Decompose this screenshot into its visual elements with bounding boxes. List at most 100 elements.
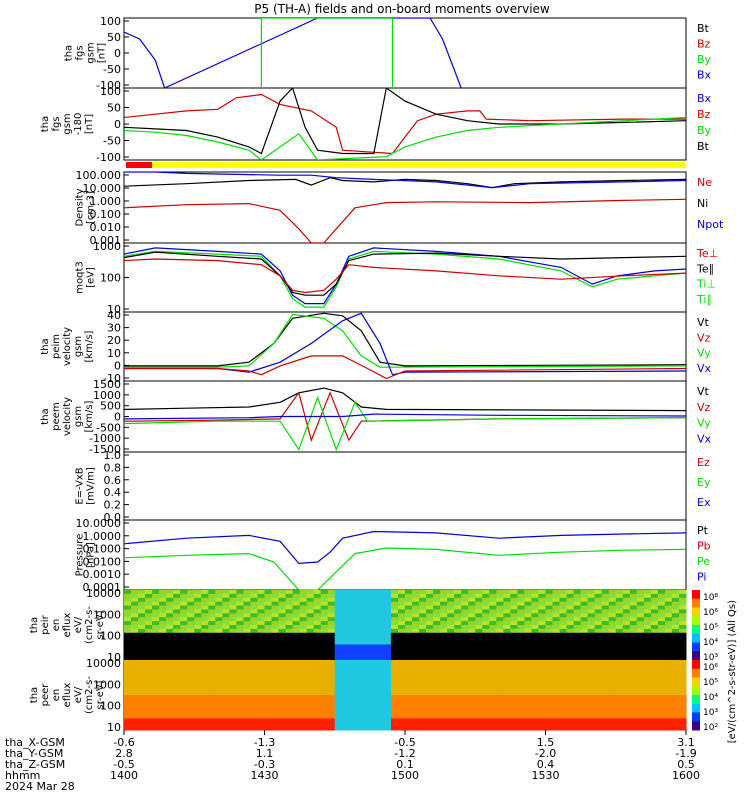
spectrogram-cell bbox=[285, 617, 294, 622]
spectrogram-cell bbox=[152, 671, 160, 677]
spectrogram-cell bbox=[222, 675, 230, 680]
spectrogram-cell bbox=[496, 702, 504, 708]
spectrogram-cell bbox=[594, 691, 603, 696]
spectrogram-cell bbox=[306, 652, 315, 657]
spectrogram-cell bbox=[215, 698, 223, 704]
spectrogram-cell bbox=[285, 628, 294, 634]
spectrogram-cell bbox=[397, 590, 406, 595]
y-axis-label: eV/ bbox=[73, 686, 84, 703]
spectrogram-cell bbox=[454, 687, 462, 692]
spectrogram-cell bbox=[299, 590, 308, 595]
spectrogram-cell bbox=[124, 625, 132, 630]
spectrogram-cell bbox=[222, 691, 230, 696]
spectrogram-cell bbox=[348, 671, 357, 677]
spectrogram-cell bbox=[194, 628, 202, 634]
spectrogram-cell bbox=[552, 698, 561, 704]
spectrogram-cell bbox=[671, 679, 680, 684]
spectrogram-cell bbox=[313, 683, 322, 688]
spectrogram-cell bbox=[250, 718, 258, 723]
spectrogram-cell bbox=[313, 663, 322, 669]
spectrogram-cell bbox=[580, 644, 589, 649]
spectrogram-cell bbox=[636, 702, 645, 708]
y-axis-label: velocity bbox=[62, 397, 73, 436]
x-tick-label-Y: -1.9 bbox=[675, 747, 696, 760]
spectrogram-cell bbox=[510, 726, 518, 731]
spectrogram-cell bbox=[671, 648, 680, 653]
spectrogram-cell bbox=[271, 698, 280, 704]
y-tick-label: -10 bbox=[103, 372, 121, 385]
spectrogram-cell bbox=[559, 590, 568, 595]
spectrogram-cell bbox=[222, 617, 230, 622]
spectrogram-cell bbox=[397, 698, 406, 704]
spectrogram-cell bbox=[412, 718, 420, 723]
spectrogram-cell bbox=[257, 605, 265, 610]
spectrogram-cell bbox=[573, 718, 582, 723]
spectrogram-cell bbox=[454, 675, 462, 680]
spectrogram-cell bbox=[615, 667, 624, 673]
spectrogram-cell bbox=[419, 590, 427, 595]
y-axis-label: gsm bbox=[86, 42, 97, 63]
spectrogram-cell bbox=[601, 663, 610, 669]
spectrogram-cell bbox=[482, 726, 490, 731]
spectrogram-cell bbox=[278, 722, 287, 727]
spectrogram-cell bbox=[166, 640, 174, 645]
spectrogram-cell bbox=[187, 609, 195, 614]
spectrogram-cell bbox=[271, 706, 280, 712]
spectrogram-cell bbox=[320, 722, 329, 727]
spectrogram-cell bbox=[145, 609, 153, 614]
legend-entry: Bz bbox=[697, 38, 711, 51]
spectrogram-cell bbox=[601, 632, 610, 638]
spectrogram-cell bbox=[468, 679, 476, 684]
spectrogram-cell bbox=[257, 613, 265, 618]
spectrogram-cell bbox=[573, 628, 582, 634]
spectrogram-cell bbox=[320, 679, 329, 684]
spectrogram-cell bbox=[517, 714, 525, 719]
spectrogram-cell bbox=[180, 632, 188, 638]
spectrogram-cell bbox=[313, 710, 322, 715]
spectrogram-cell bbox=[313, 667, 322, 673]
spectrogram-cell bbox=[320, 660, 329, 665]
spectrogram-cell bbox=[138, 640, 146, 645]
spectrogram-cell bbox=[531, 625, 539, 630]
spectrogram-cell bbox=[348, 683, 357, 688]
spectrogram-cell bbox=[671, 675, 680, 680]
spectrogram-cell bbox=[124, 687, 132, 692]
spectrogram-cell bbox=[124, 710, 132, 715]
spectrogram-cell bbox=[243, 675, 251, 680]
spectrogram-cell bbox=[138, 667, 146, 673]
spectrogram-cell bbox=[313, 590, 322, 595]
spectrogram-cell bbox=[376, 691, 385, 696]
spectrogram-cell bbox=[573, 726, 582, 731]
spectrogram-cell bbox=[313, 644, 322, 649]
spectrogram-cell bbox=[180, 640, 188, 645]
spectrogram-cell bbox=[531, 621, 539, 626]
spectrogram-cell bbox=[510, 691, 518, 696]
spectrogram-cell bbox=[313, 675, 322, 680]
spectrogram-cell bbox=[271, 660, 280, 665]
spectrogram-cell bbox=[503, 726, 511, 731]
spectrogram-cell bbox=[341, 679, 350, 684]
spectrogram-cell bbox=[615, 652, 624, 657]
spectrogram-cell bbox=[664, 702, 673, 708]
spectrogram-cell bbox=[650, 644, 659, 649]
spectrogram-cell bbox=[566, 667, 575, 673]
spectrogram-cell bbox=[264, 683, 273, 688]
spectrogram-cell bbox=[475, 698, 483, 704]
spectrogram-cell bbox=[264, 640, 273, 645]
spectrogram-cell bbox=[313, 621, 322, 626]
spectrogram-cell bbox=[208, 617, 216, 622]
spectrogram-cell bbox=[580, 590, 589, 595]
spectrogram-cell bbox=[145, 652, 153, 657]
spectrogram-cell bbox=[531, 671, 539, 677]
spectrogram-cell bbox=[615, 675, 624, 680]
spectrogram-cell bbox=[615, 640, 624, 645]
spectrogram-cell bbox=[524, 691, 532, 696]
spectrogram-cell bbox=[390, 640, 399, 645]
spectrogram-cell bbox=[264, 625, 273, 630]
spectrogram-cell bbox=[124, 628, 132, 634]
spectrogram-cell bbox=[629, 667, 638, 673]
spectrogram-cell bbox=[622, 687, 631, 692]
spectrogram-cell bbox=[194, 636, 202, 642]
spectrogram-cell bbox=[271, 663, 280, 669]
spectrogram-cell bbox=[124, 667, 132, 673]
